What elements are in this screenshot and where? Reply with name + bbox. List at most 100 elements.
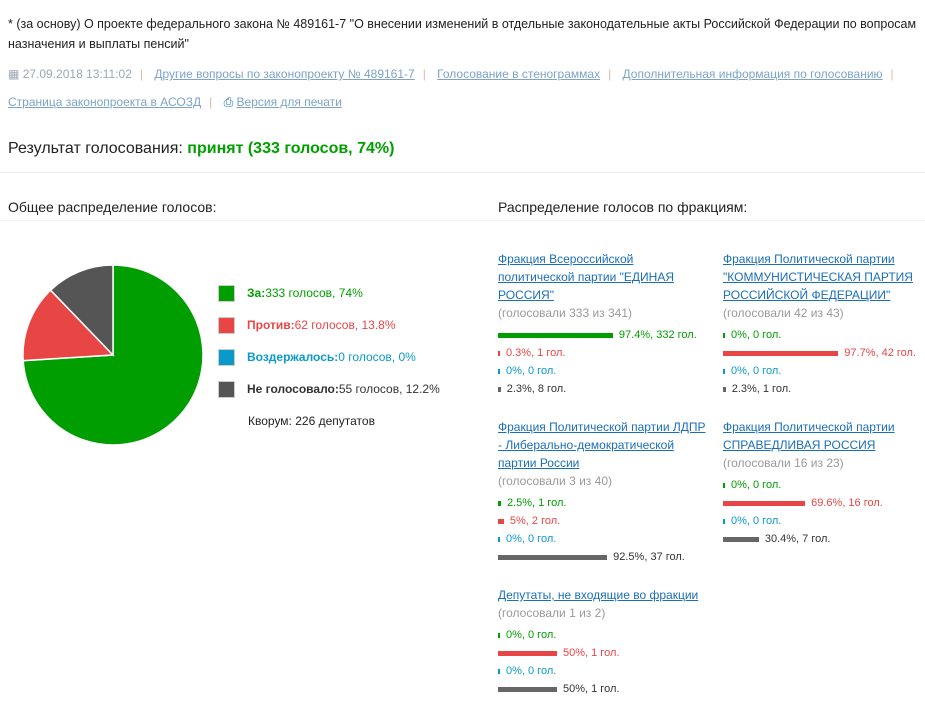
vote-result: Результат голосования: принят (333 голос…: [8, 140, 394, 158]
vote-bar: [723, 368, 725, 374]
result-value: принят (333 голосов, 74%): [187, 140, 395, 157]
vote-bar: [498, 668, 500, 674]
divider: [0, 220, 925, 221]
vote-bar-row: 2.5%, 1 гол.: [498, 494, 708, 512]
vote-bar: [723, 332, 725, 338]
legend-label: Против:: [247, 318, 295, 332]
divider: [0, 172, 925, 173]
vote-bar-row: 69.6%, 16 гол.: [723, 494, 925, 512]
vote-bar: [723, 500, 806, 506]
legend-item: Не голосовало: 55 голосов, 12.2%: [218, 373, 440, 405]
vote-bar: [498, 554, 608, 560]
pie-chart: [22, 264, 204, 446]
pie-slice: [49, 264, 114, 357]
vote-bar-label: 50%, 1 гол.: [563, 683, 620, 695]
faction-block: Фракция Политической партии "КОММУНИСТИЧ…: [723, 250, 925, 398]
legend-value: 0 голосов, 0%: [338, 350, 416, 364]
vote-bar: [498, 686, 557, 692]
pie-legend: За: 333 голосов, 74% Против: 62 голосов, …: [218, 277, 440, 405]
quorum: Кворум: 226 депутатов: [248, 414, 375, 428]
faction-link[interactable]: Фракция Политической партии "КОММУНИСТИЧ…: [723, 252, 913, 302]
vote-bar-row: 0%, 0 гол.: [498, 626, 708, 644]
faction-count: (голосовали 333 из 341): [498, 306, 633, 320]
vote-bar-label: 2.3%, 8 гол.: [506, 383, 567, 395]
vote-bar-label: 0%, 0 гол.: [731, 515, 782, 527]
legend-label: За:: [247, 286, 266, 300]
vote-bar: [498, 332, 613, 338]
faction-link[interactable]: Фракция Всероссийской политической парти…: [498, 252, 675, 302]
link-other-questions[interactable]: Другие вопросы по законопроекту № 489161…: [154, 67, 415, 81]
faction-block: Фракция Политической партии СПРАВЕДЛИВАЯ…: [723, 418, 925, 548]
vote-bar: [723, 350, 839, 356]
meta-links: ▦ 27.09.2018 13:11:02 | Другие вопросы по…: [8, 67, 894, 109]
vote-bar-row: 0%, 0 гол.: [498, 362, 708, 380]
vote-bar: [723, 518, 725, 524]
legend-swatch: [218, 380, 235, 398]
legend-value: 333 голосов, 74%: [265, 286, 363, 300]
faction-count: (голосовали 42 из 43): [723, 306, 844, 320]
legend-swatch: [218, 316, 235, 334]
vote-bar-label: 2.5%, 1 гол.: [506, 497, 567, 509]
calendar-icon: ▦: [8, 67, 20, 81]
faction-link[interactable]: Депутаты, не входящие во фракции: [498, 588, 699, 602]
legend-swatch: [218, 348, 235, 366]
vote-bar-label: 0.3%, 1 гол.: [506, 347, 566, 359]
vote-bar-row: 97.7%, 42 гол.: [723, 344, 925, 362]
vote-bar-label: 92.5%, 37 гол.: [613, 551, 685, 563]
faction-block: Фракция Всероссийской политической парти…: [498, 250, 708, 398]
vote-bar: [498, 632, 500, 638]
vote-bar-row: 92.5%, 37 гол.: [498, 548, 708, 566]
faction-block: Фракция Политической партии ЛДПР - Либер…: [498, 418, 708, 566]
legend-label: Не голосовало:: [247, 382, 339, 396]
vote-title: * (за основу) О проекте федерального зак…: [8, 17, 917, 51]
vote-bar-label: 97.7%, 42 гол.: [844, 347, 916, 359]
vote-bar-row: 0%, 0 гол.: [498, 530, 708, 548]
vote-bar-label: 97.4%, 332 гол.: [618, 329, 697, 341]
vote-bar-label: 0%, 0 гол.: [731, 329, 782, 341]
legend-value: 62 голосов, 13.8%: [294, 318, 396, 332]
vote-bar-label: 69.6%, 16 гол.: [811, 497, 883, 509]
faction-block: Депутаты, не входящие во фракции (голосов…: [498, 586, 708, 698]
vote-bar-row: 0%, 0 гол.: [723, 476, 925, 494]
vote-bar: [498, 650, 557, 656]
pie-slice: [22, 289, 115, 362]
link-additional-info[interactable]: Дополнительная информация по голосованию: [622, 67, 883, 81]
legend-label: Воздержалось:: [247, 350, 339, 364]
vote-bar-label: 0%, 0 гол.: [731, 365, 782, 377]
overall-heading: Общее распределение голосов:: [8, 199, 217, 215]
faction-link[interactable]: Фракция Политической партии ЛДПР - Либер…: [498, 420, 706, 470]
vote-bar-label: 50%, 1 гол.: [563, 647, 620, 659]
vote-bar-row: 2.3%, 1 гол.: [723, 380, 925, 398]
vote-bar-label: 0%, 0 гол.: [506, 629, 557, 641]
vote-bar-label: 5%, 2 гол.: [509, 515, 561, 527]
vote-bar-label: 30.4%, 7 гол.: [764, 533, 831, 545]
vote-bar-row: 0.3%, 1 гол.: [498, 344, 708, 362]
vote-bar-label: 0%, 0 гол.: [731, 479, 782, 491]
vote-bar-row: 0%, 0 гол.: [723, 362, 925, 380]
result-label: Результат голосования:: [8, 140, 183, 157]
vote-bar-row: 0%, 0 гол.: [723, 326, 925, 344]
vote-bar-row: 30.4%, 7 гол.: [723, 530, 925, 548]
vote-bar-row: 0%, 0 гол.: [723, 512, 925, 530]
printer-icon: ⎙: [223, 95, 234, 109]
link-print-version[interactable]: Версия для печати: [236, 95, 342, 109]
faction-count: (голосовали 3 из 40): [498, 474, 612, 488]
link-transcripts[interactable]: Голосование в стенограммах: [437, 67, 601, 81]
vote-bar: [498, 368, 500, 374]
link-asozd-page[interactable]: Страница законопроекта в АСОЗД: [8, 95, 202, 109]
factions-heading: Распределение голосов по фракциям:: [498, 199, 748, 215]
vote-bar: [498, 350, 500, 356]
legend-swatch: [218, 284, 235, 302]
vote-bar-row: 50%, 1 гол.: [498, 680, 708, 698]
vote-bar: [723, 386, 726, 392]
vote-bar-row: 5%, 2 гол.: [498, 512, 708, 530]
vote-bar: [723, 536, 759, 542]
faction-link[interactable]: Фракция Политической партии СПРАВЕДЛИВАЯ…: [723, 420, 895, 452]
faction-count: (голосовали 16 из 23): [723, 456, 844, 470]
vote-bar: [498, 518, 504, 524]
vote-bar: [498, 536, 500, 542]
legend-value: 55 голосов, 12.2%: [338, 382, 440, 396]
vote-bar: [498, 386, 501, 392]
faction-count: (голосовали 1 из 2): [498, 606, 606, 620]
vote-bar-label: 0%, 0 гол.: [506, 533, 557, 545]
